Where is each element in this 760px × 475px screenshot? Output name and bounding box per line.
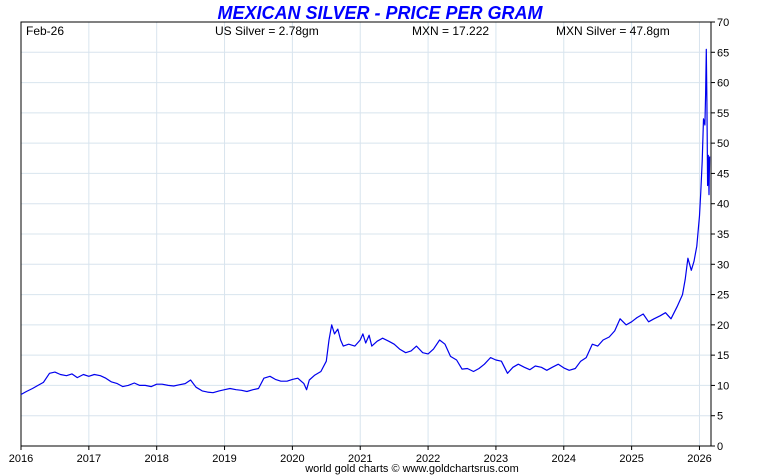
x-axis: 2016 2017 2018 2019 2020 2021 2022 2023 2024 2025… xyxy=(9,446,712,465)
y-tick-label: 50 xyxy=(717,138,729,150)
x-tick-label: 2017 xyxy=(77,453,101,465)
y-axis: 0 5 10 15 20 25 30 35 40 45 50 55 60 65 70 xyxy=(711,17,729,453)
x-tick-label: 2020 xyxy=(280,453,304,465)
source-credit: world gold charts © www.goldchartsrus.co… xyxy=(304,463,519,475)
y-tick-label: 35 xyxy=(717,229,729,241)
x-tick-label: 2025 xyxy=(619,453,643,465)
y-tick-label: 55 xyxy=(717,108,729,120)
header-mxn-silver: MXN Silver = 47.8gm xyxy=(556,24,670,38)
x-tick-label: 2019 xyxy=(212,453,236,465)
y-tick-label: 30 xyxy=(717,259,729,271)
y-tick-label: 10 xyxy=(717,380,729,392)
y-tick-label: 70 xyxy=(717,17,729,29)
y-tick-label: 65 xyxy=(717,47,729,59)
header-us-silver: US Silver = 2.78gm xyxy=(215,24,319,38)
y-tick-label: 20 xyxy=(717,320,729,332)
y-tick-label: 15 xyxy=(717,350,729,362)
y-tick-label: 40 xyxy=(717,199,729,211)
x-tick-label: 2021 xyxy=(348,453,372,465)
y-tick-label: 45 xyxy=(717,168,729,180)
header-mxn-rate: MXN = 17.222 xyxy=(412,24,489,38)
chart-title: MEXICAN SILVER - PRICE PER GRAM xyxy=(217,3,543,23)
y-tick-label: 25 xyxy=(717,290,729,302)
price-series-line xyxy=(20,48,711,396)
x-tick-label: 2018 xyxy=(144,453,168,465)
y-tick-label: 60 xyxy=(717,78,729,90)
x-tick-label: 2023 xyxy=(484,453,508,465)
x-tick-label: 2026 xyxy=(687,453,711,465)
y-tick-label: 5 xyxy=(717,411,723,423)
x-tick-label: 2022 xyxy=(416,453,440,465)
y-tick-label: 0 xyxy=(717,441,723,453)
x-tick-label: 2016 xyxy=(9,453,33,465)
grid-lines xyxy=(21,22,711,446)
header-date: Feb-26 xyxy=(26,24,64,38)
x-tick-label: 2024 xyxy=(552,453,576,465)
